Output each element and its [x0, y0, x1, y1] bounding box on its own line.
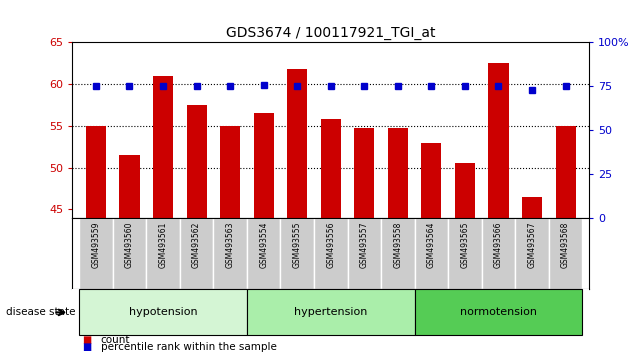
Text: disease state: disease state [6, 307, 76, 318]
Bar [287, 69, 307, 218]
Text: hypertension: hypertension [294, 307, 367, 318]
Bar [180, 218, 214, 289]
Bar [549, 218, 582, 289]
Text: GSM493555: GSM493555 [293, 221, 302, 268]
Text: GSM493564: GSM493564 [427, 221, 436, 268]
Bar [448, 218, 482, 289]
Bar [79, 290, 247, 335]
Bar [314, 218, 348, 289]
Bar [522, 197, 542, 218]
Text: GSM493567: GSM493567 [527, 221, 537, 268]
Bar [247, 290, 415, 335]
Text: normotension: normotension [460, 307, 537, 318]
Text: GSM493566: GSM493566 [494, 221, 503, 268]
Text: GSM493568: GSM493568 [561, 221, 570, 268]
Text: GSM493558: GSM493558 [393, 221, 403, 268]
Bar [455, 164, 475, 218]
Bar [415, 290, 582, 335]
Bar [556, 126, 576, 218]
Text: GSM493557: GSM493557 [360, 221, 369, 268]
Bar [186, 105, 207, 218]
Bar [354, 127, 374, 218]
Bar [146, 218, 180, 289]
Bar [247, 218, 280, 289]
Text: GSM493565: GSM493565 [461, 221, 469, 268]
Bar [220, 126, 240, 218]
Text: GSM493561: GSM493561 [159, 221, 168, 268]
Bar [488, 63, 508, 218]
Text: ■: ■ [82, 335, 91, 345]
Bar [321, 119, 341, 218]
Bar [415, 218, 448, 289]
Text: count: count [101, 335, 130, 345]
Bar [153, 76, 173, 218]
Text: GSM493559: GSM493559 [91, 221, 100, 268]
Text: GSM493560: GSM493560 [125, 221, 134, 268]
Bar [86, 126, 106, 218]
Text: hypotension: hypotension [129, 307, 197, 318]
Bar [482, 218, 515, 289]
Text: GSM493556: GSM493556 [326, 221, 335, 268]
Bar [348, 218, 381, 289]
Bar [120, 155, 139, 218]
Title: GDS3674 / 100117921_TGI_at: GDS3674 / 100117921_TGI_at [226, 26, 435, 40]
Text: percentile rank within the sample: percentile rank within the sample [101, 342, 277, 352]
Bar [381, 218, 415, 289]
Bar [214, 218, 247, 289]
Bar [113, 218, 146, 289]
Bar [515, 218, 549, 289]
Bar [79, 218, 113, 289]
Text: GSM493554: GSM493554 [259, 221, 268, 268]
Bar [421, 143, 442, 218]
Text: GSM493563: GSM493563 [226, 221, 234, 268]
Text: GSM493562: GSM493562 [192, 221, 201, 268]
Bar [280, 218, 314, 289]
Text: ■: ■ [82, 342, 91, 352]
Bar [388, 127, 408, 218]
Bar [254, 113, 273, 218]
